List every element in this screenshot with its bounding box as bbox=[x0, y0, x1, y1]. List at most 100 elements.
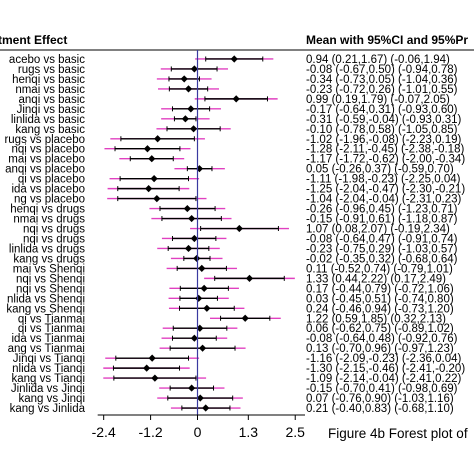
row-label: kang vs Jinlida bbox=[10, 403, 86, 415]
figure-caption: Figure 4b Forest plot of bbox=[328, 426, 468, 441]
row-label: rugs vs basic bbox=[18, 64, 85, 76]
point-estimate bbox=[190, 65, 198, 73]
header-left: tment Effect bbox=[0, 33, 67, 47]
forest-row: nqi vs placebo -1.28 (-2.11,-0.45) (-2.38… bbox=[11, 144, 464, 156]
row-estimate-text: -0.08 (-0.64,0.48) (-0.92,0.76) bbox=[306, 333, 458, 345]
point-estimate bbox=[193, 254, 201, 263]
row-estimate-text: -0.08 (-0.67,0.50) (-0.94,0.78) bbox=[306, 64, 458, 76]
forest-row: nlida vs Shenqi 0.03 (-0.45,0.51) (-0.74,… bbox=[7, 293, 454, 305]
forest-row: nlida vs Tianqi -1.30 (-2.15,-0.46) (-2.4… bbox=[12, 363, 465, 375]
point-estimate bbox=[235, 224, 243, 233]
row-label: nlida vs Tianqi bbox=[12, 363, 85, 375]
row-estimate-text: 0.13 (-0.70,0.96) (-0.97,1.23) bbox=[306, 343, 454, 355]
row-estimate-text: -0.15 (-0.91,0.61) (-1.18,0.87) bbox=[306, 214, 458, 226]
row-estimate-text: -1.30 (-2.15,-0.46) (-2.41,-0.20) bbox=[306, 363, 465, 375]
point-estimate bbox=[148, 155, 156, 163]
row-label: nqi vs drugs bbox=[23, 233, 85, 245]
point-estimate bbox=[200, 284, 208, 292]
x-tick-label: 2.5 bbox=[285, 424, 305, 440]
forest-row: Jinqi vs basic -0.17 (-0.64,0.31) (-0.93,… bbox=[17, 104, 458, 116]
row-label: ng vs placebo bbox=[14, 194, 85, 206]
row-label: anqi vs basic bbox=[19, 94, 86, 106]
forest-row: mai vs placebo -1.17 (-1.72,-0.62) (-2.00… bbox=[8, 154, 465, 166]
row-label: ang vs Tianmai bbox=[8, 343, 85, 355]
point-estimate bbox=[232, 95, 240, 103]
x-axis-ticks: -2.4 -1.2 0 1.3 2.5 bbox=[92, 415, 305, 440]
forest-row: henqi vs basic -0.34 (-0.73,0.05) (-1.04,… bbox=[12, 74, 458, 86]
row-label: Jinqi vs basic bbox=[17, 104, 86, 116]
point-estimate bbox=[196, 324, 204, 332]
forest-row: kang vs drugs -0.02 (-0.35,0.32) (-0.68,0… bbox=[13, 253, 457, 265]
forest-row: ang vs Tianmai 0.13 (-0.70,0.96) (-0.97,1… bbox=[8, 343, 454, 355]
row-estimate-text: 0.03 (-0.45,0.51) (-0.74,0.80) bbox=[306, 293, 454, 305]
row-label: linlida vs drugs bbox=[9, 243, 85, 255]
point-estimate bbox=[188, 384, 196, 392]
point-estimate bbox=[181, 115, 189, 123]
forest-row: nqi vs drugs 1.07 (0.08,2.07) (-0.19,2.34… bbox=[23, 224, 450, 236]
point-estimate bbox=[202, 404, 210, 412]
row-label: qi vs Tianmai bbox=[18, 323, 85, 335]
x-tick-label: -2.4 bbox=[92, 424, 116, 440]
row-estimate-text: -0.08 (-0.64,0.47) (-0.91,0.74) bbox=[306, 233, 458, 245]
row-estimate-text: -0.02 (-0.35,0.32) (-0.68,0.64) bbox=[306, 253, 458, 265]
point-estimate bbox=[190, 234, 198, 243]
forest-row: nqi vs Shenqi 1.33 (0.44,2.22) (0.17,2.49… bbox=[16, 273, 446, 285]
x-tick-label: 0 bbox=[194, 424, 202, 440]
row-label: henqi vs drugs bbox=[10, 204, 85, 216]
row-estimate-text: -1.17 (-1.72,-0.62) (-2.00,-0.34) bbox=[306, 154, 465, 166]
row-estimate-text: -0.15 (-0.70,0.41) (-0.98,0.69) bbox=[306, 383, 458, 395]
point-estimate bbox=[183, 204, 191, 213]
row-label: kang vs Tianqi bbox=[11, 373, 85, 385]
row-estimate-text: -1.02 (-1.96,-0.08) (-2.23,0.19) bbox=[306, 134, 461, 146]
row-estimate-text: -0.23 (-0.75,0.29) (-1.03,0.57) bbox=[306, 243, 458, 255]
point-estimate bbox=[241, 314, 249, 322]
forest-row: qi vs Tianmai 1.22 (0.59,1.85) (0.32,2.13… bbox=[18, 313, 446, 325]
point-estimate bbox=[198, 344, 207, 352]
forest-row: ng vs placebo -1.04 (-2.04,-0.04) (-2.31,… bbox=[14, 194, 461, 206]
point-estimate bbox=[184, 244, 193, 253]
row-label: ida vs placebo bbox=[11, 184, 85, 196]
row-estimate-text: -0.26 (-0.96,0.45) (-1.23,0.71) bbox=[306, 204, 458, 216]
point-estimate bbox=[198, 264, 206, 273]
x-tick-label: -1.2 bbox=[139, 424, 163, 440]
point-estimate bbox=[145, 185, 153, 193]
point-estimate bbox=[180, 75, 188, 83]
point-estimate bbox=[189, 125, 198, 133]
row-estimate-text: 0.07 (-0.76,0.90) (-1.03,1.16) bbox=[306, 393, 454, 405]
row-estimate-text: -1.04 (-2.04,-0.04) (-2.31,0.23) bbox=[306, 194, 461, 206]
forest-row: anqi vs basic 0.99 (0.19,1.79) (-0.07,2.0… bbox=[19, 94, 450, 106]
point-estimate bbox=[188, 214, 196, 223]
row-estimate-text: -1.28 (-2.11,-0.45) (-2.38,-0.18) bbox=[306, 144, 464, 156]
point-estimate bbox=[148, 354, 156, 362]
row-estimate-text: -1.11 (-1.98,-0.23) (-2.25,0.04) bbox=[306, 174, 461, 186]
row-estimate-text: 0.24 (-0.46,0.94) (-0.73,1.20) bbox=[306, 303, 454, 315]
forest-row: linlida vs drugs -0.23 (-0.75,0.29) (-1.0… bbox=[9, 243, 458, 255]
rows-layer: acebo vs basic 0.94 (0.21,1.67) (-0.06,1.… bbox=[4, 54, 465, 415]
point-estimate bbox=[203, 304, 211, 312]
row-label: qi vs Tianmai bbox=[18, 313, 85, 325]
forest-row: kang vs Jinlida 0.21 (-0.40,0.83) (-0.68,… bbox=[10, 403, 454, 415]
row-label: kang vs drugs bbox=[13, 253, 85, 265]
row-estimate-text: 1.33 (0.44,2.22) (0.17,2.49) bbox=[306, 273, 446, 285]
point-estimate bbox=[187, 105, 195, 113]
point-estimate bbox=[150, 175, 158, 183]
row-estimate-text: -1.25 (-2.04,-0.47) (-2.30,-0.21) bbox=[306, 184, 465, 196]
row-label: henqi vs basic bbox=[12, 74, 85, 86]
row-estimate-text: 0.11 (-0.52,0.74) (-0.79,1.01) bbox=[306, 263, 453, 275]
row-label: qi vs placebo bbox=[18, 174, 85, 186]
forest-row: nmai vs basic -0.23 (-0.72,0.26) (-1.01,0… bbox=[15, 84, 457, 96]
forest-row: mai vs Shenqi 0.11 (-0.52,0.74) (-0.79,1.… bbox=[13, 263, 453, 275]
point-estimate bbox=[143, 145, 152, 153]
point-estimate bbox=[190, 334, 198, 342]
row-estimate-text: 0.05 (-0.26,0.37) (-0.59,0.70) bbox=[306, 164, 454, 176]
forest-row: acebo vs basic 0.94 (0.21,1.67) (-0.06,1.… bbox=[9, 54, 450, 66]
forest-row: nmai vs drugs -0.15 (-0.91,0.61) (-1.18,0… bbox=[13, 214, 457, 226]
row-label: Jinlida vs Jinqi bbox=[11, 383, 85, 395]
row-label: Jinqi vs Tianqi bbox=[13, 353, 85, 365]
x-tick-label: 1.3 bbox=[239, 424, 259, 440]
point-estimate bbox=[184, 85, 193, 93]
row-label: nqi vs placebo bbox=[11, 144, 85, 156]
row-label: mai vs Shenqi bbox=[13, 263, 85, 275]
